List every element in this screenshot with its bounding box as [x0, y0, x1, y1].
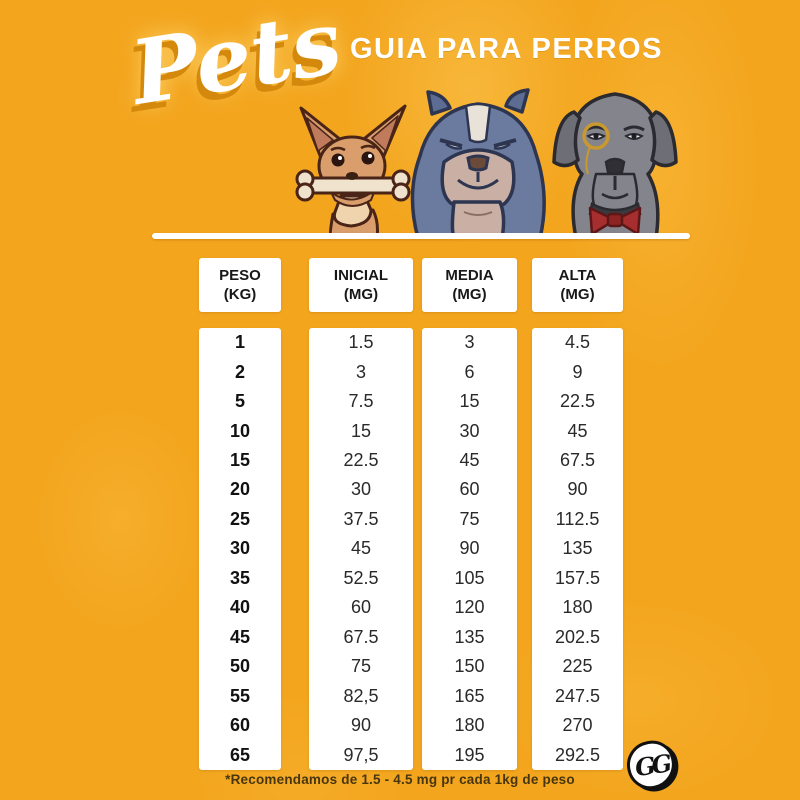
table-cell: 225	[562, 656, 593, 677]
table-cell: 180	[454, 715, 485, 736]
table-cell: 45	[229, 626, 251, 647]
table-column-inicial: INICIAL (MG) 1.5 3 7.5 15 22.5 30 37.5 4…	[309, 258, 413, 770]
table-cell: 35	[229, 567, 251, 588]
table-cell: 60	[350, 597, 372, 618]
table-cell: 40	[229, 597, 251, 618]
gg-logo-text: GG	[632, 748, 670, 782]
table-cell: 270	[562, 715, 593, 736]
column-header-peso: PESO (KG)	[199, 258, 281, 312]
column-header-line: INICIAL	[333, 267, 389, 284]
column-header-media: MEDIA (MG)	[422, 258, 517, 312]
table-cell: 52.5	[343, 567, 379, 588]
column-header-line: MEDIA	[445, 267, 494, 284]
table-cell: 37.5	[343, 508, 379, 529]
table-cell: 75	[459, 508, 480, 529]
table-cell: 3	[464, 332, 475, 353]
table-cell: 3	[355, 361, 366, 382]
table-cell: 30	[350, 479, 372, 500]
table-cell: 180	[562, 597, 593, 618]
table-cell: 97,5	[343, 744, 379, 765]
table-cell: 22.5	[559, 391, 596, 412]
table-cell: 67.5	[559, 450, 596, 471]
table-cell: 65	[229, 744, 251, 765]
column-header-line: PESO	[219, 267, 261, 284]
table-cell: 6	[464, 361, 475, 382]
table-cell: 292.5	[554, 744, 601, 765]
table-cell: 1.5	[348, 332, 374, 353]
table-cell: 247.5	[554, 685, 601, 706]
column-header-inicial: INICIAL (MG)	[309, 258, 413, 312]
table-cell: 202.5	[554, 626, 601, 647]
table-cell: 25	[229, 508, 251, 529]
table-cell: 45	[567, 420, 588, 441]
table-cell: 112.5	[555, 508, 600, 529]
table-cell: 120	[454, 597, 485, 618]
table-cell: 90	[459, 538, 480, 559]
table-cell: 75	[350, 656, 372, 677]
table-cell: 105	[454, 567, 485, 588]
bulldog-dog-illustration	[404, 84, 552, 243]
table-cell: 10	[229, 420, 251, 441]
table-cell: 60	[459, 479, 480, 500]
dosage-footnote: *Recomendamos de 1.5 - 4.5 mg pr cada 1k…	[225, 772, 575, 787]
table-cell: 157.5	[554, 567, 601, 588]
table-cell: 15	[350, 420, 372, 441]
table-cell: 90	[567, 479, 588, 500]
table-cell: 9	[572, 361, 583, 382]
table-cell: 15	[229, 450, 251, 471]
section-divider-line	[152, 233, 690, 239]
table-cell: 67.5	[343, 626, 379, 647]
table-cell: 30	[459, 420, 480, 441]
table-cell: 7.5	[348, 391, 374, 412]
table-cell: 1	[234, 332, 245, 353]
table-cell: 60	[229, 715, 251, 736]
table-cell: 135	[562, 538, 593, 559]
column-header-line: (MG)	[560, 286, 595, 303]
table-cell: 30	[229, 538, 251, 559]
table-cell: 22.5	[343, 450, 379, 471]
table-cell: 150	[454, 656, 485, 677]
table-cell: 2	[234, 361, 245, 382]
table-cell: 135	[454, 626, 485, 647]
gg-logo-circle: GG	[622, 736, 680, 794]
column-header-alta: ALTA (MG)	[532, 258, 623, 312]
column-header-line: (KG)	[223, 286, 257, 303]
chihuahua-dog-illustration	[291, 96, 415, 243]
column-values-peso: 1 2 5 10 15 20 25 30 35 40 45 50 55 60 6…	[199, 328, 281, 770]
table-cell: 165	[454, 685, 485, 706]
column-header-line: (MG)	[343, 286, 379, 303]
gg-logo: GG	[620, 734, 682, 796]
table-column-peso: PESO (KG) 1 2 5 10 15 20 25 30 35 40 45 …	[199, 258, 281, 770]
table-cell: 15	[459, 391, 480, 412]
table-cell: 82,5	[343, 685, 379, 706]
great-dane-dog-illustration	[538, 78, 692, 243]
table-cell: 195	[454, 744, 485, 765]
table-cell: 90	[350, 715, 372, 736]
column-header-line: (MG)	[452, 286, 487, 303]
table-cell: 4.5	[564, 332, 591, 353]
table-cell: 5	[234, 391, 245, 412]
column-values-inicial: 1.5 3 7.5 15 22.5 30 37.5 45 52.5 60 67.…	[309, 328, 413, 770]
table-cell: 20	[229, 479, 251, 500]
table-column-alta: ALTA (MG) 4.5 9 22.5 45 67.5 90 112.5 13…	[532, 258, 623, 770]
column-header-line: ALTA	[558, 267, 597, 284]
page-title: GUIA PARA PERROS	[350, 33, 663, 65]
table-column-media: MEDIA (MG) 3 6 15 30 45 60 75 90 105 120…	[422, 258, 517, 770]
table-cell: 50	[229, 656, 251, 677]
table-cell: 45	[350, 538, 372, 559]
column-values-alta: 4.5 9 22.5 45 67.5 90 112.5 135 157.5 18…	[532, 328, 623, 770]
table-cell: 55	[229, 685, 251, 706]
column-values-media: 3 6 15 30 45 60 75 90 105 120 135 150 16…	[422, 328, 517, 770]
table-cell: 45	[459, 450, 480, 471]
